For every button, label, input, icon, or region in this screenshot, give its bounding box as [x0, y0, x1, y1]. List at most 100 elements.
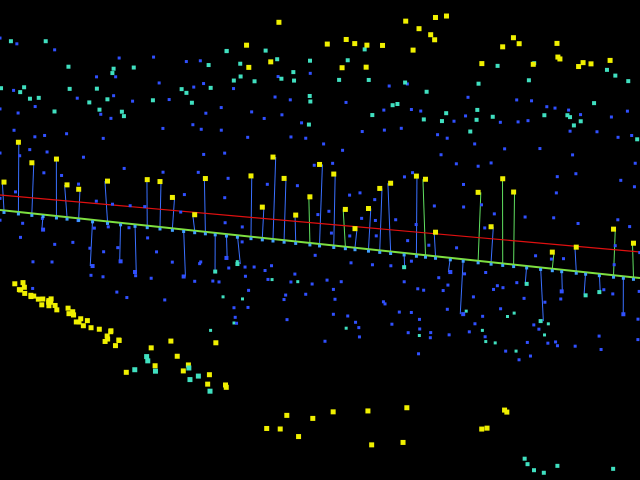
- point: [546, 322, 550, 326]
- point: [80, 323, 86, 329]
- point: [289, 280, 293, 284]
- point: [0, 86, 4, 91]
- point: [374, 234, 378, 238]
- point: [464, 309, 468, 313]
- point: [342, 206, 348, 212]
- point: [95, 75, 99, 79]
- point: [607, 57, 613, 63]
- point: [18, 90, 23, 95]
- point: [346, 314, 350, 318]
- point: [325, 278, 329, 282]
- point: [70, 309, 76, 315]
- point: [484, 271, 488, 275]
- point: [345, 58, 350, 63]
- point: [31, 293, 37, 299]
- stem: [171, 197, 176, 229]
- point: [447, 333, 451, 337]
- point: [14, 190, 18, 194]
- point: [353, 248, 357, 252]
- point: [174, 353, 180, 359]
- point: [349, 261, 353, 265]
- point: [40, 216, 44, 220]
- point: [602, 288, 606, 292]
- point: [549, 249, 555, 255]
- point: [76, 319, 82, 325]
- stem: [387, 183, 392, 252]
- point: [402, 265, 407, 270]
- point: [292, 78, 297, 83]
- stem: [134, 224, 137, 273]
- point: [439, 153, 443, 157]
- point: [131, 65, 136, 70]
- point: [493, 341, 497, 345]
- point: [0, 36, 2, 40]
- point: [78, 316, 84, 322]
- point: [505, 314, 509, 318]
- point: [504, 349, 508, 353]
- stem: [203, 178, 206, 232]
- point: [476, 81, 481, 86]
- point: [219, 106, 223, 110]
- point: [400, 439, 406, 445]
- point: [599, 347, 603, 351]
- point: [224, 48, 229, 53]
- point: [416, 26, 422, 32]
- point: [515, 98, 519, 102]
- point: [406, 239, 410, 243]
- point: [489, 161, 493, 165]
- point: [432, 37, 438, 43]
- point: [155, 250, 159, 254]
- point: [365, 408, 371, 414]
- point: [545, 105, 549, 109]
- point: [273, 95, 277, 99]
- point: [331, 161, 335, 165]
- point: [282, 240, 286, 244]
- point: [184, 90, 189, 95]
- point: [370, 113, 375, 118]
- point: [522, 456, 527, 461]
- point: [538, 319, 543, 324]
- point: [52, 109, 57, 114]
- point: [583, 293, 588, 298]
- point: [264, 425, 270, 431]
- point: [145, 226, 149, 230]
- point: [489, 262, 493, 266]
- point: [249, 237, 253, 241]
- point: [99, 112, 103, 116]
- point: [186, 365, 192, 371]
- point: [202, 176, 208, 182]
- point: [389, 264, 393, 268]
- point: [554, 40, 560, 46]
- point: [476, 261, 480, 265]
- stem: [333, 174, 336, 246]
- stems: [1, 142, 634, 322]
- point: [413, 173, 419, 179]
- point: [179, 210, 183, 214]
- stem: [367, 208, 372, 250]
- point: [75, 96, 79, 100]
- point: [115, 290, 119, 294]
- point: [612, 263, 616, 267]
- point: [211, 279, 215, 283]
- point: [495, 63, 500, 68]
- point: [595, 130, 599, 134]
- point: [330, 409, 336, 415]
- point: [196, 170, 200, 174]
- point: [12, 281, 18, 287]
- stem: [236, 235, 241, 265]
- point: [15, 139, 21, 145]
- point: [90, 264, 95, 269]
- point: [503, 147, 507, 151]
- point: [66, 64, 71, 69]
- point: [227, 266, 231, 270]
- point: [588, 61, 594, 67]
- points: [0, 13, 640, 475]
- point: [0, 196, 2, 200]
- point: [498, 120, 502, 124]
- point: [110, 202, 114, 206]
- point: [553, 106, 557, 110]
- point: [625, 109, 629, 113]
- stem: [119, 222, 122, 262]
- point: [555, 463, 560, 468]
- point: [310, 415, 316, 421]
